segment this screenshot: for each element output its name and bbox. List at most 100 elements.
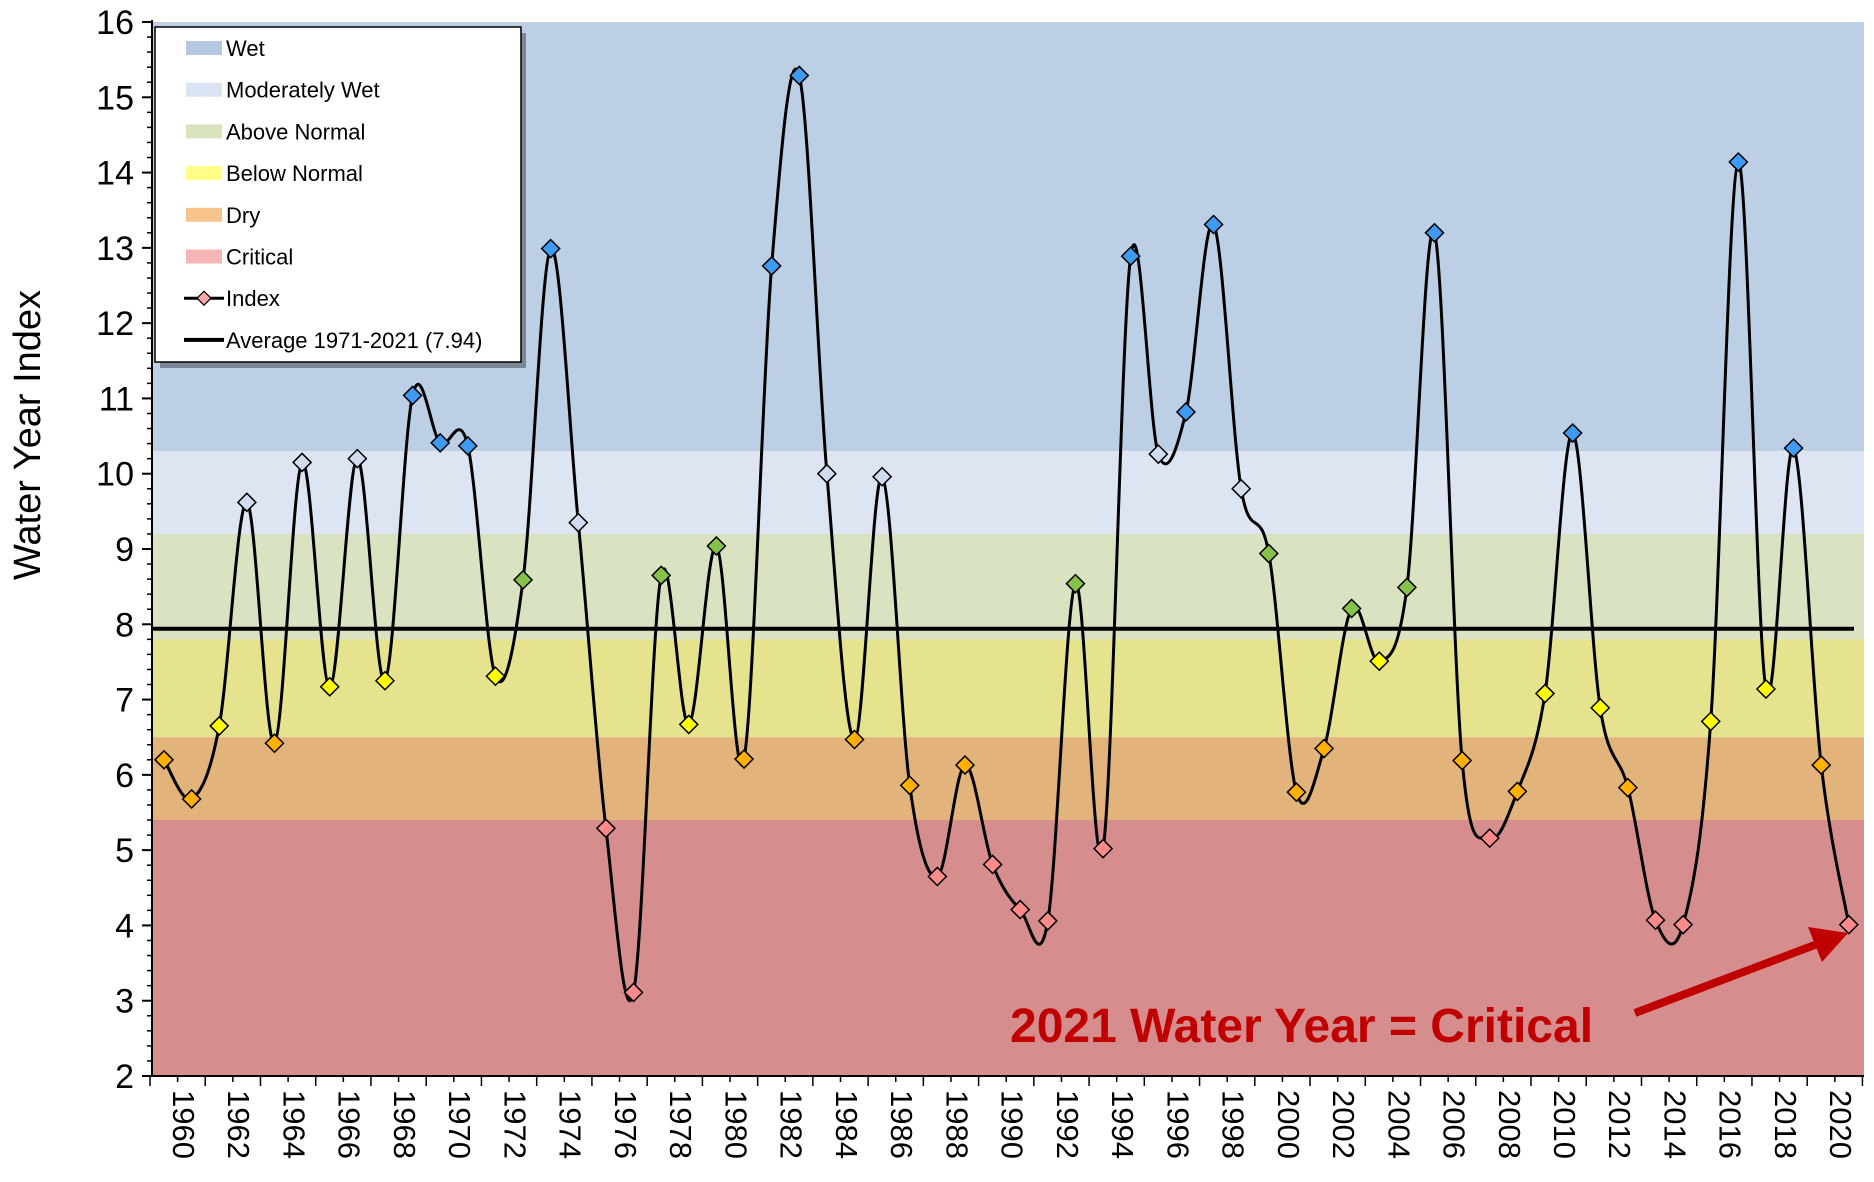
legend-swatch (186, 41, 222, 55)
annotation-arrowhead (1808, 927, 1848, 962)
band-above-normal (152, 533, 1864, 640)
x-tick-label: 2020 (1823, 1090, 1858, 1159)
index-marker-1975 (568, 512, 589, 533)
index-marker-2013 (1617, 777, 1638, 798)
index-marker-2001 (1286, 782, 1307, 803)
index-marker-2004 (1369, 651, 1390, 672)
index-marker-1977 (623, 982, 644, 1003)
index-marker-2002 (1313, 738, 1335, 759)
x-tick-label: 1980 (718, 1090, 753, 1159)
index-marker-1972 (485, 666, 506, 687)
legend-label: Above Normal (226, 119, 365, 144)
index-marker-1998 (1203, 214, 1224, 235)
index-marker-2015 (1673, 914, 1694, 935)
x-tick-label: 1974 (553, 1090, 588, 1159)
y-tick-label: 15 (96, 79, 134, 117)
legend-index-marker (196, 290, 212, 307)
index-marker-1974 (540, 238, 561, 259)
x-tick-label: 1996 (1160, 1090, 1195, 1159)
index-marker-2008 (1479, 828, 1500, 849)
index-marker-2019 (1783, 438, 1804, 459)
band-below-normal (152, 639, 1864, 738)
y-tick-labels: 2 3 4 5 6 7 8 9 10 11 12 13 14 15 16 (96, 4, 152, 1096)
index-marker-1994 (1093, 838, 1114, 859)
index-marker-1986 (872, 466, 893, 487)
x-tick-label: 2000 (1271, 1090, 1306, 1159)
band-dry (152, 737, 1864, 821)
index-marker-1961 (181, 788, 202, 810)
x-tick-label: 2004 (1381, 1090, 1416, 1159)
index-marker-1979 (678, 714, 699, 735)
y-tick-label: 4 (115, 907, 134, 945)
index-marker-1969 (402, 385, 423, 406)
legend-label: Dry (226, 203, 260, 228)
y-tick-label: 13 (96, 230, 134, 268)
x-tick-labels: 1960 1962 1964 1966 1968 1970 1972 1974 1976 1978… (149, 1076, 1864, 1159)
x-tick-label: 1972 (497, 1090, 532, 1159)
x-tick-label: 2002 (1326, 1090, 1361, 1159)
x-tick-label: 1976 (608, 1090, 643, 1159)
index-marker-1987 (899, 775, 920, 796)
y-tick-label: 14 (96, 155, 134, 193)
annotation-arrow (1633, 939, 1822, 1017)
legend-label: Wet (226, 36, 265, 61)
index-marker-1960 (153, 749, 175, 770)
legend-label: Average 1971-2021 (7.94) (226, 328, 482, 353)
index-marker-1980 (706, 535, 727, 557)
x-tick-label: 2008 (1492, 1090, 1527, 1159)
index-marker-2003 (1341, 598, 1362, 619)
index-marker-1992 (1037, 910, 1058, 931)
annotation-text: 2021 Water Year = Critical (1010, 1000, 1593, 1053)
index-marker-1973 (512, 569, 534, 590)
index-marker-1995 (1120, 246, 1141, 267)
annotation: 2021 Water Year = Critical (1010, 927, 1848, 1053)
index-marker-1964 (264, 733, 285, 754)
index-marker-2014 (1645, 910, 1666, 931)
x-tick-label: 1998 (1216, 1090, 1251, 1159)
index-marker-1971 (457, 435, 478, 456)
legend-swatch (186, 207, 222, 222)
index-marker-1982 (761, 255, 782, 276)
index-marker-2011 (1562, 422, 1583, 444)
x-tick-label: 2014 (1657, 1090, 1692, 1159)
index-marker-2000 (1258, 543, 1279, 564)
y-tick-label: 5 (115, 832, 134, 870)
index-marker-2021 (1838, 914, 1859, 935)
index-marker-1993 (1065, 573, 1086, 594)
x-tick-label: 2010 (1547, 1090, 1582, 1159)
x-tick-label: 1970 (442, 1090, 477, 1159)
x-tick-label: 1990 (995, 1090, 1030, 1159)
y-tick-label: 2 (115, 1058, 134, 1096)
index-marker-1985 (844, 729, 865, 750)
x-tick-label: 1988 (939, 1090, 974, 1159)
index-marker-2009 (1507, 781, 1528, 802)
index-marker-1978 (651, 565, 672, 586)
legend: Wet Moderately Wet Above Normal Below Norma… (154, 26, 526, 368)
x-tick-label: 1994 (1105, 1090, 1140, 1159)
index-markers (153, 65, 1859, 1003)
index-marker-2007 (1452, 750, 1473, 771)
index-marker-1966 (319, 676, 340, 697)
x-tick-label: 2016 (1713, 1090, 1748, 1159)
index-marker-2018 (1755, 678, 1777, 700)
index-marker-2010 (1534, 683, 1556, 704)
index-marker-2020 (1811, 755, 1832, 776)
index-marker-1989 (954, 755, 976, 776)
index-marker-1968 (374, 670, 396, 691)
index-marker-2017 (1728, 151, 1749, 173)
index-marker-1970 (430, 432, 451, 453)
index-marker-1976 (595, 818, 616, 839)
index-marker-1984 (816, 463, 837, 484)
index-marker-1981 (733, 748, 755, 770)
index-marker-1991 (1010, 899, 1031, 920)
index-marker-1967 (347, 448, 368, 469)
legend-swatch (186, 249, 222, 264)
legend-swatch (186, 166, 222, 181)
x-tick-label: 1992 (1050, 1090, 1085, 1159)
y-tick-label: 7 (115, 682, 134, 720)
legend-swatch (186, 82, 222, 97)
y-tick-label: 12 (96, 305, 134, 343)
x-tick-label: 2006 (1437, 1090, 1472, 1159)
index-marker-1965 (292, 452, 313, 473)
